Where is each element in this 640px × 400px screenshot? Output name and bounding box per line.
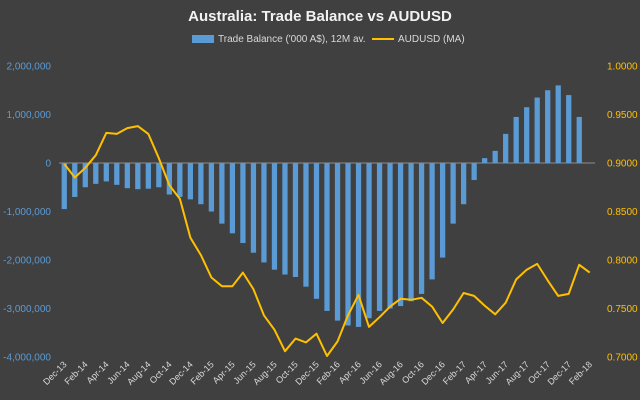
bar-Aug-14 <box>145 163 151 189</box>
bar-Feb-15 <box>208 163 215 212</box>
bar-Jan-16 <box>324 163 330 311</box>
y-left-tick-label: -2,000,000 <box>3 256 51 267</box>
y-right-tick-label: 0.7500 <box>607 304 638 315</box>
bar-Jun-15 <box>250 163 257 253</box>
bar-Jun-17 <box>503 133 509 163</box>
bar-Jun-16 <box>376 163 383 311</box>
bar-Jul-14 <box>135 163 141 190</box>
legend-swatch-audusd <box>372 38 394 41</box>
bar-Dec-13 <box>61 163 67 210</box>
y-left-tick-label: -4,000,000 <box>3 353 51 364</box>
chart-title: Australia: Trade Balance vs AUDUSD <box>188 8 452 25</box>
bar-Sep-17 <box>534 97 540 163</box>
bar-Aug-15 <box>271 163 278 270</box>
bar-Aug-16 <box>397 163 404 307</box>
bar-Jul-17 <box>513 116 519 163</box>
x-tick-label: Feb-16 <box>315 359 342 386</box>
bar-Dec-14 <box>187 163 193 200</box>
bar-Aug-17 <box>524 107 530 163</box>
bar-Oct-16 <box>418 163 425 294</box>
bar-Feb-17 <box>461 163 467 205</box>
bar-Jul-15 <box>261 163 267 263</box>
y-right-tick-label: 0.7000 <box>607 353 638 364</box>
bar-Dec-17 <box>566 95 572 163</box>
bar-Apr-17 <box>482 158 488 163</box>
bar-Apr-15 <box>229 163 236 234</box>
y-left-tick-label: 1,000,000 <box>7 110 52 121</box>
bar-Feb-16 <box>334 163 341 321</box>
y-right-tick-label: 0.8500 <box>607 207 638 218</box>
bar-Nov-14 <box>177 163 183 197</box>
bar-May-14 <box>114 163 120 185</box>
bar-Apr-14 <box>103 163 109 182</box>
bar-Mar-15 <box>219 163 225 224</box>
x-tick-label: Aug-16 <box>377 359 405 387</box>
bar-Jan-14 <box>72 163 78 197</box>
y-right-tick-label: 0.9000 <box>607 159 638 170</box>
audusd-line <box>63 125 591 357</box>
legend: Trade Balance ('000 A$), 12M av. AUDUSD … <box>0 34 640 50</box>
bar-Sep-16 <box>408 163 414 302</box>
x-tick-label: Aug-15 <box>251 359 279 387</box>
bar-Oct-14 <box>166 163 172 195</box>
legend-label-trade-balance: Trade Balance ('000 A$), 12M av. <box>218 34 366 45</box>
bar-Sep-15 <box>282 163 288 275</box>
bar-Jul-16 <box>387 163 393 309</box>
bar-May-16 <box>366 163 372 319</box>
bar-Jun-14 <box>124 163 130 189</box>
legend-swatch-trade-balance <box>192 35 214 44</box>
bar-Jan-15 <box>198 163 204 205</box>
x-tick-label: Feb-15 <box>189 359 216 386</box>
legend-item-audusd: AUDUSD (MA) <box>372 34 465 45</box>
x-tick-label: Aug-17 <box>504 359 532 387</box>
y-left-tick-label: -3,000,000 <box>3 304 51 315</box>
bar-Dec-15 <box>313 163 320 299</box>
bar-Mar-14 <box>93 163 99 184</box>
bar-Jan-18 <box>576 116 582 163</box>
bar-Apr-16 <box>355 163 362 327</box>
bar-Feb-14 <box>82 163 88 188</box>
x-tick-label: Feb-14 <box>62 359 89 386</box>
y-left-tick-label: 2,000,000 <box>7 62 52 73</box>
y-right-tick-label: 1.0000 <box>607 62 638 73</box>
bar-May-15 <box>240 163 246 244</box>
y-left-tick-label: 0 <box>45 159 51 170</box>
bar-May-17 <box>492 150 498 163</box>
bar-Nov-15 <box>303 163 309 287</box>
y-right-tick-label: 0.9500 <box>607 110 638 121</box>
y-left-tick-label: -1,000,000 <box>3 207 51 218</box>
y-right-tick-label: 0.8000 <box>607 256 638 267</box>
x-tick-label: Feb-17 <box>441 359 468 386</box>
x-tick-label: Aug-14 <box>125 359 153 387</box>
bar-Dec-16 <box>439 163 446 258</box>
bar-Sep-14 <box>156 163 162 188</box>
bar-Mar-16 <box>345 163 351 326</box>
bar-Oct-17 <box>545 90 551 163</box>
legend-label-audusd: AUDUSD (MA) <box>398 34 465 45</box>
bar-Oct-15 <box>292 163 299 277</box>
bar-Nov-16 <box>429 163 435 280</box>
bar-Jan-17 <box>450 163 456 224</box>
bar-Nov-17 <box>555 85 561 163</box>
legend-item-trade-balance: Trade Balance ('000 A$), 12M av. <box>192 34 366 45</box>
x-tick-label: Feb-18 <box>567 359 594 386</box>
bar-Mar-17 <box>471 163 477 180</box>
